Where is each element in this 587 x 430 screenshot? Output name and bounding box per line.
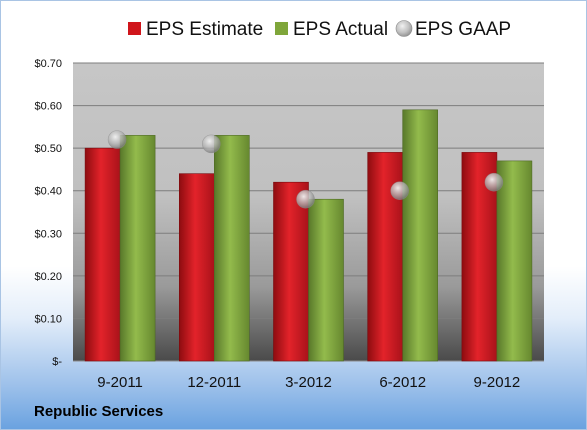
y-tick-label: $- bbox=[52, 356, 62, 368]
x-category-label: 9-2011 bbox=[97, 374, 143, 391]
eps-estimate-bar bbox=[179, 173, 215, 362]
y-tick-label: $0.70 bbox=[34, 58, 62, 70]
company-name: Republic Services bbox=[34, 403, 164, 420]
eps-actual-bar bbox=[119, 135, 156, 362]
eps-estimate-bar bbox=[273, 181, 309, 362]
bar-series bbox=[84, 109, 533, 362]
eps-actual-bar bbox=[214, 135, 250, 362]
y-tick-label: $0.20 bbox=[34, 271, 62, 283]
x-category-label: 9-2012 bbox=[474, 374, 521, 391]
eps-actual-bar bbox=[496, 160, 533, 362]
x-category-label: 12-2011 bbox=[187, 374, 241, 391]
y-axis: $- $0.10 $0.20 $0.30 $0.40 $0.50 $0.60 $0.70 bbox=[34, 58, 62, 368]
legend-swatch bbox=[395, 20, 413, 37]
eps-gaap-marker bbox=[202, 134, 221, 154]
y-tick-label: $0.40 bbox=[34, 186, 62, 198]
x-axis: 9-2011 12-2011 3-2012 6-2012 9-2012 bbox=[97, 374, 520, 391]
legend-swatch bbox=[275, 22, 288, 35]
eps-estimate-bar bbox=[84, 147, 121, 362]
legend-label: EPS GAAP bbox=[415, 19, 511, 40]
x-category-label: 3-2012 bbox=[285, 374, 332, 391]
gaap-markers bbox=[107, 130, 504, 209]
eps-gaap-marker bbox=[107, 130, 127, 149]
eps-gaap-marker bbox=[484, 172, 504, 192]
eps-chart: EPS Estimate EPS Actual EPS GAAP $- $0.10 $0… bbox=[34, 19, 544, 391]
legend-label: EPS Estimate bbox=[146, 19, 263, 40]
y-tick-label: $0.30 bbox=[34, 228, 62, 240]
chart-legend: EPS Estimate EPS Actual EPS GAAP bbox=[128, 19, 511, 40]
legend-swatch bbox=[128, 22, 141, 35]
eps-gaap-marker bbox=[390, 181, 410, 201]
y-tick-label: $0.60 bbox=[34, 101, 62, 113]
legend-label: EPS Actual bbox=[293, 19, 388, 40]
eps-gaap-marker bbox=[296, 189, 315, 209]
y-tick-label: $0.10 bbox=[34, 313, 62, 325]
eps-actual-bar bbox=[308, 198, 344, 362]
x-category-label: 6-2012 bbox=[379, 374, 426, 391]
y-tick-label: $0.50 bbox=[34, 143, 62, 155]
eps-actual-bar bbox=[402, 109, 439, 362]
